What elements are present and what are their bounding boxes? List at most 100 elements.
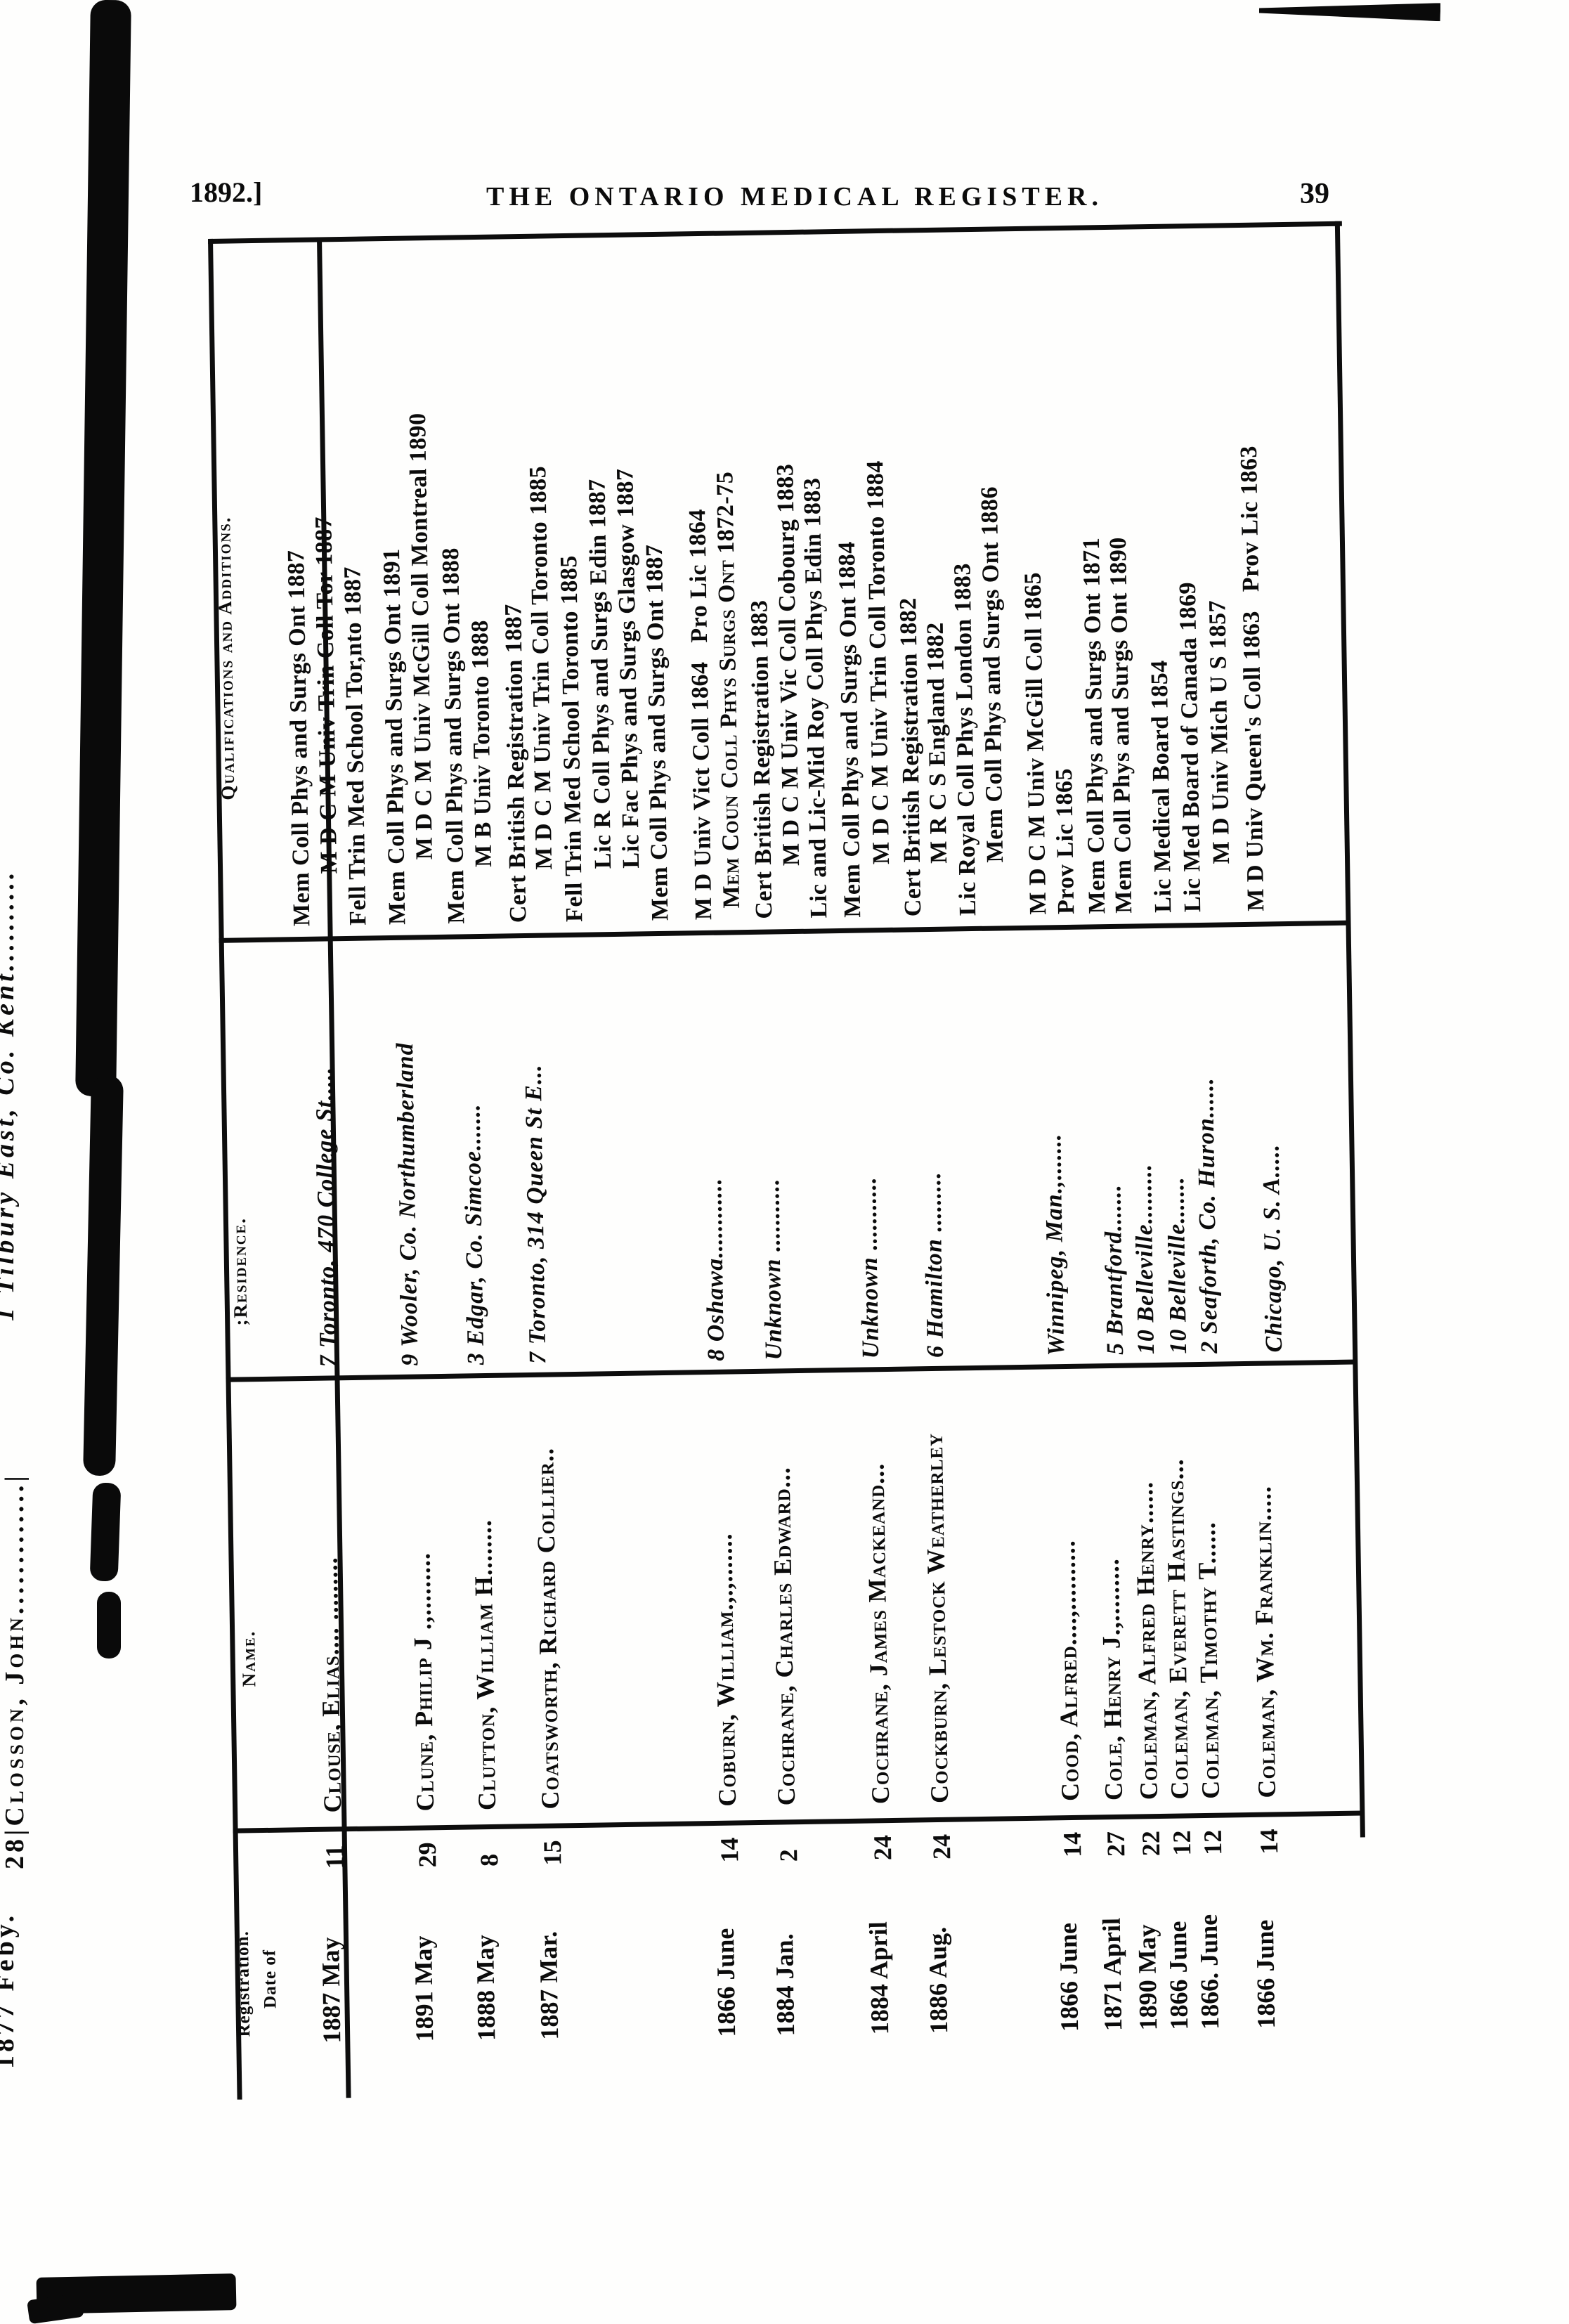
entry-regnum: 14: [1057, 1831, 1087, 1858]
entry-regnum: 14: [1254, 1829, 1284, 1855]
qualification-line: M B Univ Toronto 1888: [467, 619, 497, 868]
qualification-line: Lic Royal Coll Phys London 1883: [949, 562, 982, 916]
entry-name: Coleman, Timothy T......: [1192, 1521, 1225, 1800]
entry-residence: Unknown ...........: [855, 1176, 885, 1359]
entry-name: Clouse, Elias.... .........: [314, 1557, 347, 1813]
qualification-line: Mem Coun Coll Phys Surgs Ont 1872-75: [712, 471, 746, 909]
entry-date: 1871 April: [1097, 1917, 1128, 2032]
qualification-line: Prov Lic 1865: [1050, 767, 1080, 915]
entry-date: 1887 Mar.: [533, 1930, 564, 2040]
entry-date: 1866. June: [1194, 1914, 1225, 2030]
qualification-line: Lic and Lic-Mid Roy Coll Phys Edin 1883: [799, 477, 833, 918]
entry-date: 1890 May: [1132, 1924, 1163, 2031]
entry-regnum: 24: [868, 1834, 897, 1861]
qualification-line: Lic Med Board of Canada 1869: [1174, 581, 1206, 913]
entry-name: Cole, Henry J.,.........: [1095, 1557, 1128, 1801]
entry-residence: Chicago, U. S. A.....: [1258, 1143, 1288, 1353]
qualification-line: Mem Coll Phys and Surgs Ont 1888: [437, 547, 470, 924]
entry-regnum: 11: [320, 1845, 349, 1869]
entry-date: 1866 June: [1163, 1921, 1194, 2030]
entry-date: 1884 Jan.: [769, 1933, 800, 2037]
entry-name: Cood, Alfred....,..........: [1052, 1540, 1085, 1802]
register-table: Qualifications and Additions. ;Residence…: [208, 221, 1371, 2101]
entry-date: 1866 June: [1053, 1922, 1084, 2032]
entry-residence: 6 Hamilton .........: [919, 1171, 949, 1358]
entry-residence: 5 Brantford.......: [1100, 1183, 1129, 1356]
entry-residence: 2 Seaforth, Co. Huron......: [1192, 1077, 1223, 1354]
qualification-line: Fell Trin Med School Tor,nto 1887: [339, 566, 372, 926]
entry-name: Clune, Philip J .,.........: [407, 1552, 440, 1812]
entry-name: Cochrane, James Mackeand...: [861, 1462, 895, 1805]
entry-residence: 7 Toronto, 314 Queen St E...: [520, 1064, 552, 1365]
column-label-date-line2: Registration.: [233, 1930, 254, 2037]
rule-residence-name: [226, 1359, 1356, 1382]
entry-residence: 10 Belleville.........: [1130, 1163, 1160, 1355]
qualification-line: M D C M Univ Trin Coll Toronto 1884: [862, 460, 895, 865]
entry-name: Cockburn, Lestock Weatherley: [919, 1432, 954, 1804]
header-year: 1892.]: [190, 176, 263, 208]
qualification-line: Cert British Registration 1887: [500, 603, 532, 923]
qualification-line: Mem Coll Phys and Surgs Ont 1871: [1078, 537, 1111, 914]
entry-regnum: 14: [715, 1837, 744, 1863]
entry-residence: 10 Belleville.......: [1163, 1176, 1192, 1354]
table-right-rule: [1334, 221, 1365, 1838]
entry-name: Coleman, Alfred Henry......: [1129, 1481, 1164, 1800]
entry-date: 1866 June: [710, 1928, 741, 2038]
qualification-line: M D Univ Vict Coll 1864 Pro Lic 1864: [684, 508, 717, 921]
qualification-line: M D Univ Mich U S 1857: [1204, 599, 1235, 864]
entry-date: 1888 May: [470, 1934, 501, 2041]
scan-blob-small: [97, 1592, 121, 1658]
qualification-line: Lic Medical Board 1854: [1146, 660, 1177, 914]
entry-regnum: 8: [475, 1853, 504, 1867]
entry-residence: 7 Toronto, 470 College St.....: [311, 1066, 342, 1368]
entry-name: Coburn, William.,.,.......: [709, 1533, 742, 1807]
entry-residence: 8 Oshawa............: [701, 1177, 730, 1362]
qualification-line: Mem Coll Phys and Surgs Ont 1887: [282, 550, 315, 927]
entry-residence: Unknown ...........: [758, 1178, 788, 1361]
scan-gutter-streak: [75, 0, 131, 1097]
entry-name: Coleman, Everett Hastings...: [1160, 1458, 1194, 1800]
table-top-rule: [208, 221, 1342, 244]
scan-blob: [89, 1482, 122, 1582]
entry-residence: 9 Wooler, Co. Northumberland: [391, 1042, 424, 1366]
entry-name: Cochrane, Charles Edward...: [767, 1467, 801, 1806]
qualification-line: Fell Trin Med School Toronto 1885: [556, 554, 588, 923]
qualification-line: M D C M Univ Trin Coll Toronto 1885: [525, 465, 558, 870]
qualification-line: Mem Coll Phys and Surgs Ont 1884: [833, 540, 866, 918]
column-label-residence: ;Residence.: [228, 1216, 252, 1326]
entry-regnum: 2: [774, 1848, 803, 1862]
qualification-line: Lic R Coll Phys and Surgs Edin 1887: [584, 479, 617, 869]
entry-date: 1884 April: [864, 1921, 894, 2035]
qualification-line: M D Univ Queen's Coll 1863 Prov Lic 1863: [1235, 445, 1270, 911]
entry-name: Clutton, William H........: [468, 1519, 502, 1811]
entry-regnum: 29: [412, 1842, 442, 1868]
scan-gutter-streak-lower: [83, 1075, 124, 1476]
entry-regnum: 15: [538, 1840, 567, 1866]
entry-regnum: 22: [1136, 1830, 1166, 1857]
page-number: 39: [1300, 178, 1329, 210]
qualification-line: M D C M Univ McGill Coll 1865: [1020, 571, 1052, 915]
entry-date: 1887 May: [315, 1937, 346, 2044]
qualification-line: M R C S England 1882: [922, 622, 953, 864]
qualification-line: Lic Fac Phys and Surgs Glasgow 1887: [612, 468, 645, 869]
qualification-line: Mem Coll Phys and Surgs Ont 1886: [976, 486, 1009, 863]
column-label-date-line1: Date of: [260, 1949, 280, 2009]
scan-bottom-bar-tail: [27, 2292, 84, 2324]
entry-name: Coatsworth, Richard Collier..: [530, 1447, 565, 1810]
qualification-line: Mem Coll Phys and Surgs Ont 1890: [1105, 536, 1138, 914]
entry-regnum: 27: [1101, 1831, 1131, 1857]
margin-remnant-date: 1877 Feby.: [0, 1911, 20, 2069]
qualification-line: M D C M Univ McGill Coll Montreal 1890: [404, 413, 438, 860]
qualification-line: Cert British Registration 1882: [895, 597, 927, 917]
margin-remnant-name: 28|Closson, John.............|: [0, 1472, 30, 1869]
margin-remnant-residence: 1 Tilbury East, Co. Kent..........: [0, 869, 20, 1321]
entry-date: 1891 May: [408, 1935, 439, 2042]
qualification-line: Cert British Registration 1883: [746, 599, 778, 919]
entry-date: 1866 June: [1250, 1919, 1281, 2029]
entry-regnum: 12: [1198, 1829, 1228, 1856]
entry-regnum: 12: [1167, 1830, 1197, 1856]
column-label-qualifications: Qualifications and Additions.: [213, 516, 239, 800]
column-label-name: Name.: [237, 1630, 260, 1687]
scan-top-right-wedge: [1259, 0, 1440, 21]
